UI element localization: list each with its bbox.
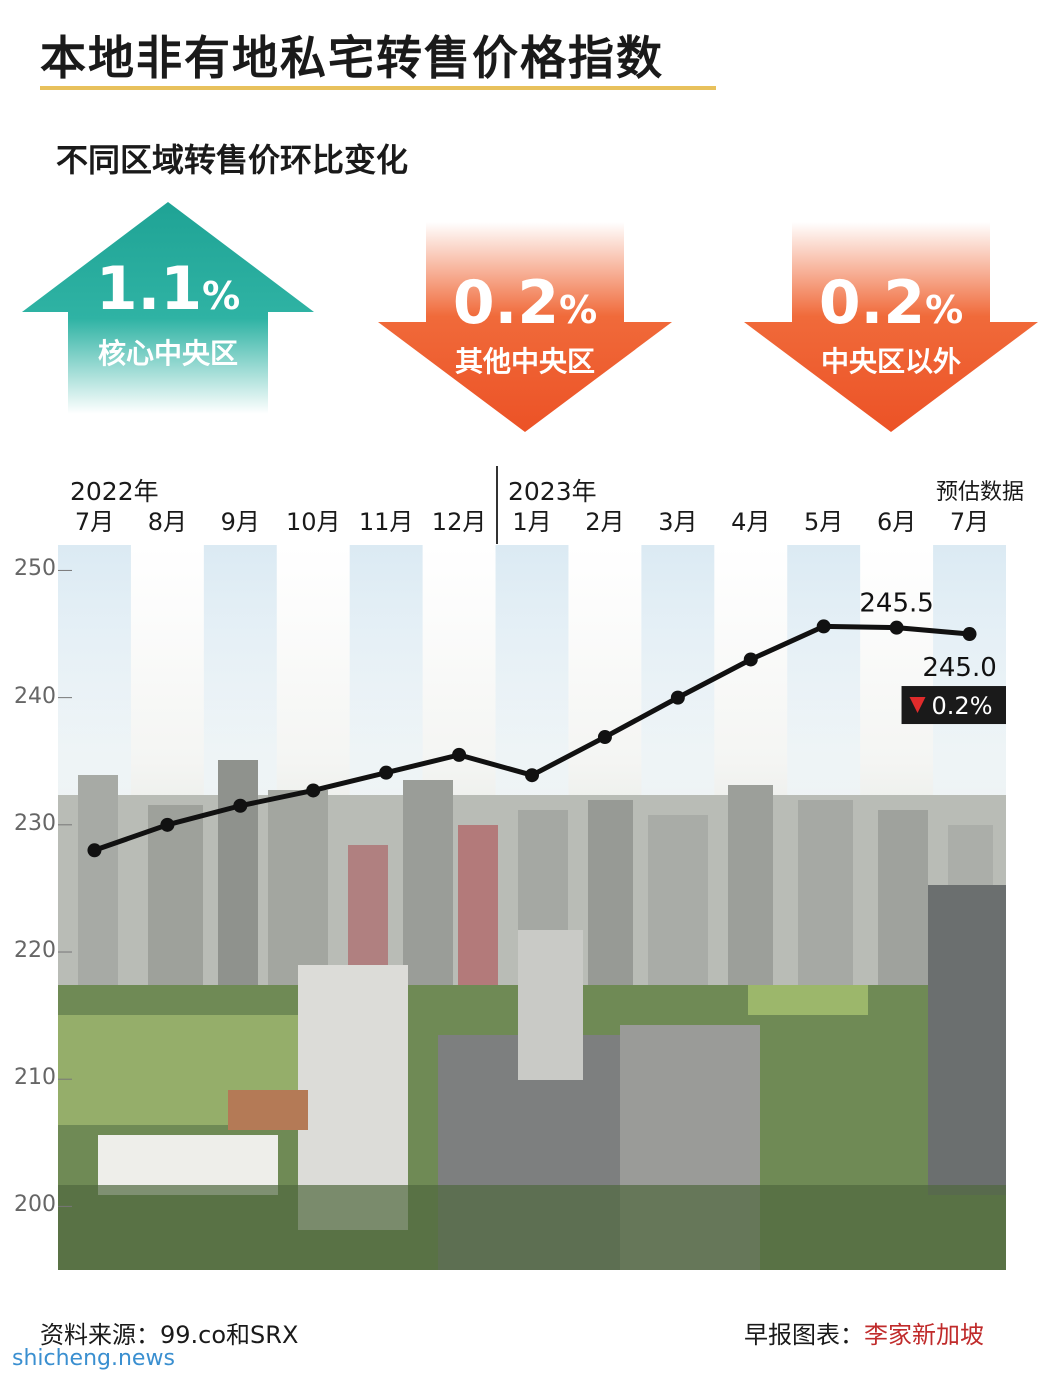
year-label-2022: 2022年 xyxy=(70,477,159,506)
y-tick-label: 250 xyxy=(14,556,56,582)
data-point xyxy=(816,619,831,634)
month-label: 9月 xyxy=(220,508,260,536)
month-label: 10月 xyxy=(285,508,341,536)
data-point xyxy=(597,730,612,745)
month-label: 12月 xyxy=(431,508,487,536)
down-arrow-icon xyxy=(744,222,1038,432)
annotation-july-value: 245.0 xyxy=(922,653,996,683)
change-value: 0.2% xyxy=(932,692,993,720)
month-label: 7月 xyxy=(949,508,990,536)
data-point xyxy=(160,817,175,832)
down-arrow-icon xyxy=(378,222,672,432)
y-tick-label: 240 xyxy=(14,683,56,709)
title-underline xyxy=(40,86,716,90)
region-value: 1.1% xyxy=(95,254,241,324)
y-tick-label: 210 xyxy=(14,1065,56,1091)
page-title: 本地非有地私宅转售价格指数 xyxy=(40,31,664,85)
down-triangle-icon xyxy=(909,697,926,714)
month-label: 11月 xyxy=(358,508,414,536)
year-divider xyxy=(496,466,498,544)
region-label: 核心中央区 xyxy=(97,337,238,370)
data-point xyxy=(670,690,685,705)
data-point xyxy=(306,783,321,798)
region-card-other-central: 0.2% 其他中央区 xyxy=(378,222,672,432)
source-note: 资料来源：99.co和SRX xyxy=(40,1321,299,1349)
data-point xyxy=(743,652,758,667)
y-tick-label: 200 xyxy=(14,1192,56,1218)
change-badge: 0.2% xyxy=(901,686,1008,725)
month-label: 4月 xyxy=(731,508,771,536)
line-chart: 245.5 245.0 0.2% xyxy=(58,545,1018,1270)
year-label-2023: 2023年 xyxy=(508,477,597,506)
data-point xyxy=(379,765,394,780)
data-point xyxy=(87,843,102,858)
price-index-series xyxy=(87,619,977,858)
y-tick-label: 230 xyxy=(14,810,56,836)
annotations: 245.5 245.0 0.2% xyxy=(859,589,1008,725)
subtitle: 不同区域转售价环比变化 xyxy=(56,141,409,179)
month-label: 8月 xyxy=(147,508,188,536)
data-point xyxy=(525,768,539,783)
watermark-text: shicheng.news xyxy=(12,1346,175,1371)
region-card-core-central: 1.1% 核心中央区 xyxy=(22,202,314,414)
brand-text: 李家新加坡 xyxy=(864,1321,984,1349)
month-axis: 7月 8月 9月 10月 11月 12月 1月 2月 3月 4月 5月 6月 7… xyxy=(58,507,1006,545)
month-label: 1月 xyxy=(512,508,552,536)
month-label: 6月 xyxy=(876,508,917,536)
data-point xyxy=(962,627,977,642)
month-label: 5月 xyxy=(804,508,844,536)
data-point xyxy=(452,747,467,762)
region-value: 0.2% xyxy=(452,268,598,338)
month-label: 3月 xyxy=(658,508,698,536)
estimate-label: 预估数据 xyxy=(935,480,1024,505)
chart-area: 245.5 245.0 0.2% xyxy=(58,545,1018,1270)
annotation-june-value: 245.5 xyxy=(859,589,933,619)
data-point xyxy=(233,798,248,813)
month-label: 2月 xyxy=(585,508,625,536)
data-point xyxy=(889,620,904,635)
city-skyline-illustration xyxy=(58,760,1018,1270)
up-arrow-icon xyxy=(22,202,314,414)
month-label: 7月 xyxy=(74,508,115,536)
region-label: 中央区以外 xyxy=(820,345,961,378)
credit-note: 早报图表：李家新加坡 xyxy=(744,1321,984,1349)
y-axis-ticks xyxy=(58,569,72,1207)
region-value: 0.2% xyxy=(818,268,964,338)
region-label: 其他中央区 xyxy=(454,345,595,378)
y-tick-label: 220 xyxy=(14,938,56,964)
region-card-outside-central: 0.2% 中央区以外 xyxy=(744,222,1038,432)
